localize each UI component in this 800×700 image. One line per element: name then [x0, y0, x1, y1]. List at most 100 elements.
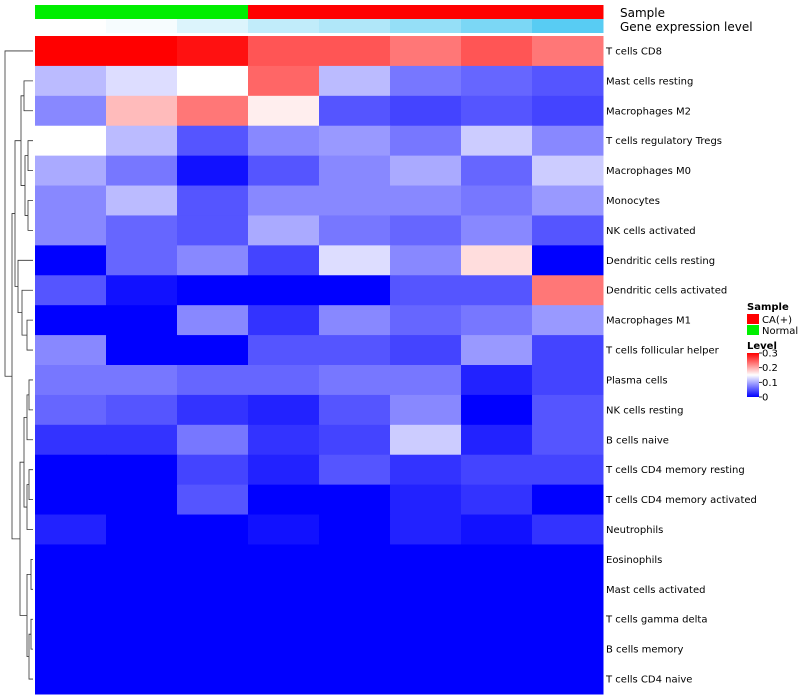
heatmap-cell [35, 95, 107, 127]
heatmap-cell [248, 36, 320, 67]
heatmap-cell [319, 484, 391, 516]
heatmap-cell [248, 155, 320, 187]
heatmap-cell [390, 514, 462, 545]
heatmap-cell [177, 245, 249, 276]
legend-tick-label: 0.1 [762, 378, 778, 389]
heatmap-cell [248, 394, 320, 426]
dendrogram-branch [26, 394, 33, 441]
heatmap-cell [106, 215, 178, 246]
row-label: Plasma cells [606, 375, 668, 386]
heatmap-cell [390, 544, 462, 575]
heatmap-cell [461, 275, 533, 306]
heatmap-cell [319, 155, 391, 187]
heatmap-cell [461, 574, 533, 605]
heatmap-cell [390, 185, 462, 216]
heatmap-cell [319, 65, 391, 97]
dendrogram-branch [24, 155, 28, 216]
heatmap-cell [319, 275, 391, 306]
row-label: Monocytes [606, 196, 660, 207]
heatmap-cell [35, 245, 107, 276]
gene-expression-annotation-cell [390, 19, 462, 33]
heatmap-cell [319, 574, 391, 605]
heatmap-cell [319, 185, 391, 216]
heatmap-cell [532, 245, 604, 276]
heatmap-cell [177, 65, 249, 97]
heatmap-cell [106, 185, 178, 216]
sample-annotation-cell [319, 5, 391, 19]
dendrogram-branch [19, 461, 27, 616]
heatmap-cell [390, 95, 462, 127]
heatmap-cell [248, 65, 320, 97]
row-label: T cells regulatory Tregs [605, 136, 722, 147]
legend-sample-title: Sample [747, 302, 789, 313]
heatmap-cell [532, 65, 604, 97]
gene-expression-annotation-cell [532, 19, 604, 33]
heatmap-cell [461, 36, 533, 67]
row-label: Mast cells activated [606, 585, 705, 596]
heatmap-cell [390, 245, 462, 276]
heatmap-cell [177, 604, 249, 635]
row-label: T cells CD4 memory resting [605, 465, 745, 476]
heatmap-cell [177, 634, 249, 665]
heatmap-cell [177, 275, 249, 306]
legend-tick-label: 0.3 [762, 349, 778, 360]
heatmap-cell [248, 454, 320, 486]
heatmap-cells [35, 36, 604, 695]
heatmap-cell [532, 604, 604, 635]
row-label: T cells follicular helper [605, 346, 720, 357]
heatmap-cell [319, 335, 391, 366]
dendrogram-branch [23, 80, 33, 112]
heatmap-cell [319, 95, 391, 127]
row-label: NK cells resting [606, 405, 683, 416]
heatmap-cell [461, 95, 533, 127]
heatmap-cell [248, 365, 320, 396]
column-annotations [35, 5, 604, 33]
heatmap-cell [248, 484, 320, 516]
dendrogram-branch [23, 416, 27, 508]
heatmap-cell [248, 125, 320, 157]
heatmap-cell [390, 335, 462, 366]
heatmap-cell [106, 604, 178, 635]
heatmap-cell [390, 424, 462, 456]
heatmap-cell [532, 514, 604, 545]
heatmap-cell [390, 604, 462, 635]
legend: Sample CA(+) Normal Level 0.3 0.2 0.1 0 [747, 302, 798, 404]
row-label: Neutrophils [606, 525, 663, 536]
heatmap-cell [319, 215, 391, 246]
heatmap-cell [319, 634, 391, 665]
heatmap-cell [177, 454, 249, 486]
heatmap-cell [319, 305, 391, 336]
dendrogram-branch [4, 50, 33, 377]
heatmap-cell [177, 394, 249, 426]
heatmap-cell [35, 544, 107, 575]
sample-annotation-cell [106, 5, 178, 19]
dendrogram-branch [27, 140, 33, 171]
heatmap-cell [35, 155, 107, 187]
row-label: T cells CD8 [605, 46, 662, 57]
heatmap-cell [35, 634, 107, 665]
heatmap-cell [532, 454, 604, 486]
heatmap-cell [390, 454, 462, 486]
heatmap-cell [35, 604, 107, 635]
dendrogram-branch [28, 469, 33, 500]
heatmap-cell [35, 484, 107, 516]
dendrogram-branch [28, 379, 33, 411]
heatmap-cell [248, 305, 320, 336]
heatmap-cell [248, 544, 320, 575]
gene-expression-annotation-title: Gene expression level [620, 20, 753, 34]
heatmap-cell [177, 365, 249, 396]
dendrogram-branch [11, 213, 20, 540]
sample-annotation-cell [35, 5, 107, 19]
heatmap-cell [106, 36, 178, 67]
heatmap-cell [35, 394, 107, 426]
heatmap-cell [532, 634, 604, 665]
heatmap-cell [35, 275, 107, 306]
heatmap-cell [35, 65, 107, 97]
row-label: Eosinophils [606, 555, 662, 566]
heatmap-cell [35, 305, 107, 336]
heatmap-cell [461, 335, 533, 366]
heatmap-cell [390, 65, 462, 97]
heatmap-cell [461, 634, 533, 665]
heatmap-cell [35, 185, 107, 216]
row-label: Dendritic cells activated [606, 286, 727, 297]
